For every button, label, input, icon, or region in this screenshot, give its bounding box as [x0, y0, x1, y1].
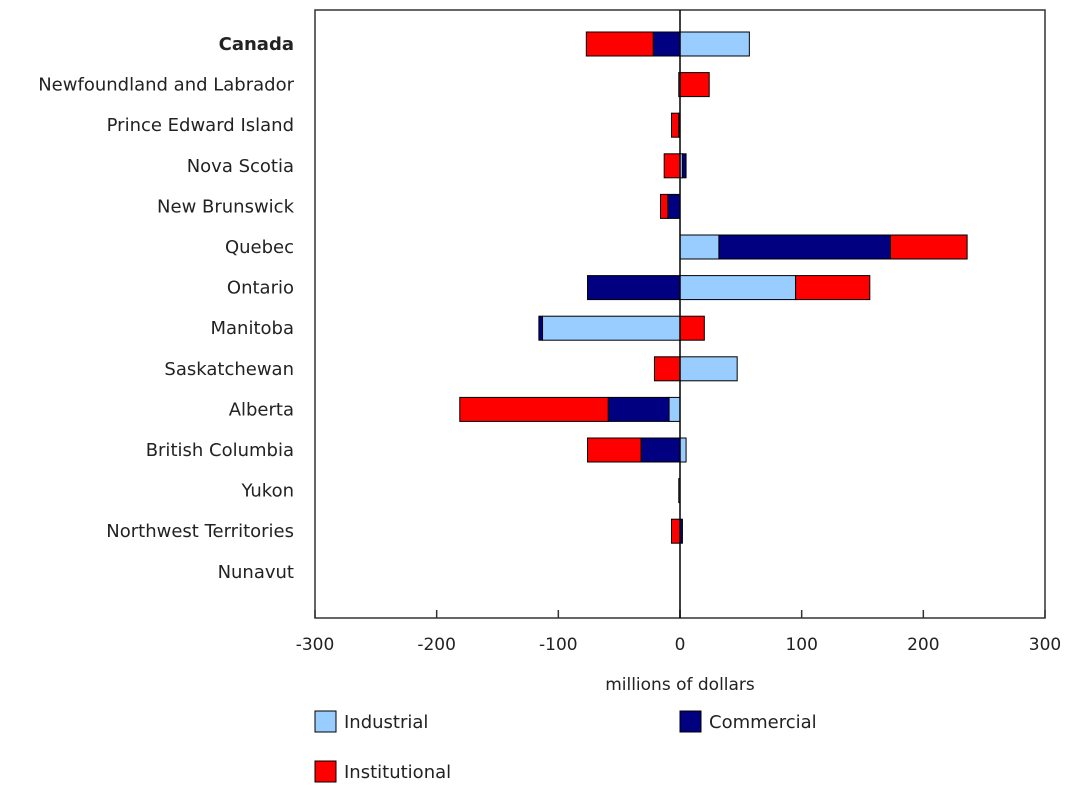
category-label-9: Alberta [229, 399, 294, 420]
bar-commercial-5 [718, 234, 891, 260]
bar-institutional-6 [795, 275, 871, 301]
bar-commercial-9 [607, 396, 670, 422]
category-label-7: Manitoba [211, 318, 295, 339]
bar-commercial-10 [640, 437, 681, 463]
bar-institutional-12 [670, 518, 681, 544]
bar-institutional-4 [660, 193, 669, 219]
category-label-13: Nunavut [218, 562, 294, 583]
category-label-2: Prince Edward Island [107, 115, 294, 136]
x-tick-label-6: 300 [1029, 635, 1061, 655]
category-label-11: Yukon [240, 481, 294, 502]
legend: Industrial Commercial Institutional [314, 710, 817, 783]
bar-industrial-6 [679, 275, 797, 301]
x-axis-title: millions of dollars [605, 675, 755, 695]
bar-institutional-0 [585, 31, 654, 57]
x-tick-label-0: -300 [296, 635, 335, 655]
category-label-3: Nova Scotia [187, 156, 294, 177]
bar-industrial-9 [668, 396, 681, 422]
x-tick-label-2: -100 [539, 635, 578, 655]
x-tick-label-5: 200 [907, 635, 939, 655]
bar-institutional-5 [889, 234, 968, 260]
bar-institutional-3 [663, 153, 681, 179]
category-labels-layer: Canada Newfoundland and Labrador Prince Ed… [38, 34, 294, 583]
category-label-10: British Columbia [146, 440, 294, 461]
legend-label-industrial: Industrial [344, 712, 428, 733]
bar-commercial-3 [681, 153, 687, 179]
category-label-5: Quebec [225, 237, 294, 258]
x-tick-label-1: -200 [417, 635, 456, 655]
category-label-4: New Brunswick [157, 196, 295, 217]
x-tick-label-3: 0 [675, 635, 686, 655]
legend-label-commercial: Commercial [709, 712, 817, 733]
bar-institutional-10 [587, 437, 642, 463]
bar-industrial-0 [679, 31, 750, 57]
legend-swatch-industrial [314, 710, 337, 733]
x-ticks-layer: -300 -200 -100 0 100 200 300 [296, 610, 1061, 655]
bar-commercial-6 [587, 275, 681, 301]
bar-industrial-8 [679, 356, 738, 382]
legend-label-institutional: Institutional [344, 762, 451, 783]
bar-industrial-5 [679, 234, 720, 260]
bar-institutional-8 [653, 356, 681, 382]
x-tick-label-4: 100 [785, 635, 817, 655]
category-label-8: Saskatchewan [164, 359, 294, 380]
legend-swatch-institutional [314, 760, 337, 783]
bar-commercial-4 [667, 193, 681, 219]
bar-industrial-10 [679, 437, 687, 463]
bar-commercial-0 [652, 31, 681, 57]
legend-swatch-commercial [679, 710, 702, 733]
category-label-0: Canada [219, 34, 294, 55]
bar-industrial-7 [542, 315, 681, 341]
bar-institutional-7 [679, 315, 705, 341]
bar-institutional-2 [670, 112, 680, 138]
category-label-12: Northwest Territories [106, 521, 294, 542]
bar-institutional-1 [679, 72, 710, 98]
bars-layer [459, 31, 968, 544]
category-label-1: Newfoundland and Labrador [38, 75, 294, 96]
bar-commercial-7 [538, 315, 544, 341]
category-label-6: Ontario [227, 278, 294, 299]
bar-institutional-9 [459, 396, 609, 422]
